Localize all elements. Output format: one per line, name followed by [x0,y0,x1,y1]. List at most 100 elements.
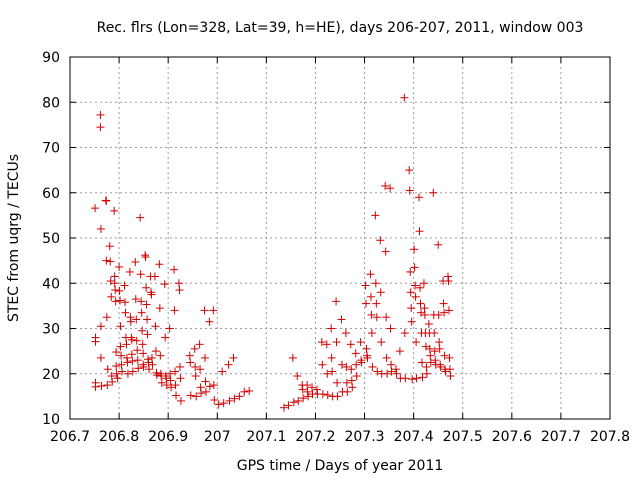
data-point [116,322,125,331]
data-point [112,362,121,371]
data-point [96,353,105,362]
data-point [366,292,375,301]
data-point [381,247,390,256]
y-axis-label: STEC from uqrg / TECUs [6,154,22,322]
data-point [132,315,141,324]
data-point [176,374,185,383]
data-point [205,317,214,326]
data-point [137,297,146,306]
data-point [201,377,210,386]
data-point [102,196,111,205]
data-point [362,344,371,353]
data-point [410,263,419,272]
data-point [127,350,136,359]
data-point [323,391,332,400]
data-point [102,313,111,322]
data-point [138,340,147,349]
data-point [141,253,150,262]
data-point [143,330,152,339]
data-point [410,245,419,254]
data-point [304,392,313,401]
data-point [128,357,137,366]
data-point [123,369,132,378]
data-point [376,236,385,245]
data-point [162,381,171,390]
y-tick-label: 70 [42,141,60,157]
data-point [426,351,435,360]
data-point [103,365,112,374]
data-point [342,378,351,387]
data-point [327,324,336,333]
data-point [205,382,214,391]
data-point [401,374,410,383]
data-point [224,360,233,369]
data-point [133,346,142,355]
data-point [245,386,254,395]
data-point [157,378,166,387]
data-point [406,288,415,297]
data-point [126,317,135,326]
data-point [139,362,148,371]
x-tick-label: 207.2 [295,429,335,445]
data-point [133,356,142,365]
data-point [446,372,455,381]
data-point [138,326,147,335]
data-point [91,337,100,346]
data-point [422,369,431,378]
data-point [417,358,426,367]
x-tick-label: 206.7 [50,429,90,445]
data-point [170,306,179,315]
data-point [372,299,381,308]
data-point [166,369,175,378]
x-tick-label: 207.8 [590,429,630,445]
data-point [116,296,125,305]
data-point [416,283,425,292]
data-point [406,267,415,276]
data-point [197,389,206,398]
data-point [356,338,365,347]
data-point [341,329,350,338]
data-point [317,338,326,347]
data-point [372,313,381,322]
data-point [373,367,382,376]
data-point [110,206,119,215]
data-point [115,286,124,295]
data-point [407,304,416,313]
data-point [308,383,317,392]
x-tick-label: 207.1 [246,429,286,445]
data-point [115,262,124,271]
data-point [112,348,121,357]
y-tick-label: 40 [42,276,60,292]
data-point [148,360,157,369]
data-point [218,367,227,376]
data-point [110,272,119,281]
data-point [426,358,435,367]
data-point [445,353,454,362]
data-point [441,367,450,376]
data-point [96,224,105,233]
x-tick-label: 207.6 [492,429,532,445]
data-point [201,353,209,362]
data-point [195,340,204,349]
data-point [363,353,372,362]
data-point [333,392,342,401]
data-point [209,381,218,390]
data-point [142,300,151,309]
data-point [219,399,228,408]
data-point [440,351,449,360]
data-point [176,396,185,405]
data-point [288,353,297,362]
data-point [377,338,386,347]
data-point [284,401,293,410]
data-point [347,376,356,385]
data-point [125,267,134,276]
data-point [151,322,160,331]
y-tick-label: 80 [42,95,60,111]
data-point [240,387,249,396]
data-point [112,369,121,378]
data-point [366,270,375,279]
data-point [386,184,395,193]
data-point [230,394,239,403]
data-point [400,329,409,338]
